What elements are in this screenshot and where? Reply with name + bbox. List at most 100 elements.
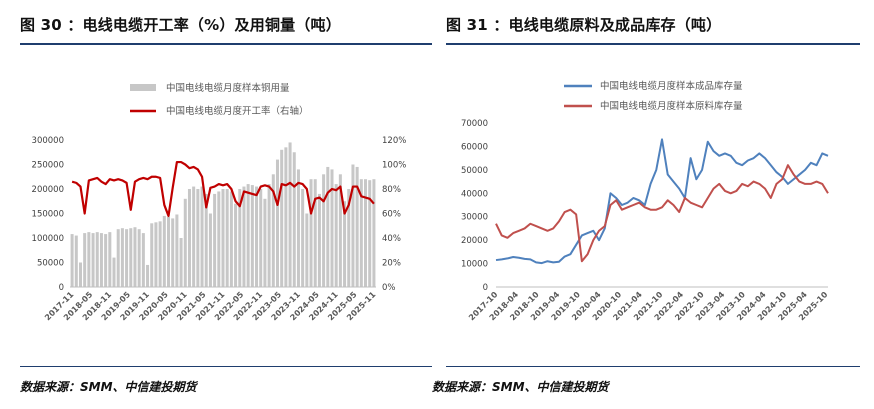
copper-usage-bar: [288, 142, 292, 287]
y-tick-label: 0: [483, 283, 488, 293]
copper-usage-bar: [280, 149, 284, 287]
copper-usage-bar: [217, 191, 221, 287]
copper-usage-bar: [347, 189, 351, 287]
copper-usage-bar: [141, 233, 145, 287]
copper-usage-bar: [104, 234, 108, 287]
copper-usage-bar: [167, 216, 171, 287]
copper-usage-bar: [301, 189, 305, 287]
legend-bar-label: 中国电线电缆月度样本铜用量: [166, 82, 290, 94]
y-left-tick-label: 300000: [32, 136, 64, 146]
copper-usage-bar: [229, 191, 233, 287]
copper-usage-bar: [116, 229, 120, 287]
operating-rate-line: [71, 160, 375, 218]
copper-usage-bar: [246, 184, 250, 287]
figure-31-source: 数据来源：SMM、中信建投期货: [432, 380, 609, 394]
copper-usage-bar: [267, 184, 271, 287]
copper-usage-bar: [183, 198, 187, 287]
y-right-tick-label: 20%: [382, 259, 401, 269]
copper-usage-bar: [330, 169, 334, 287]
y-left-tick-label: 250000: [32, 161, 64, 171]
copper-usage-bar: [338, 174, 342, 287]
copper-usage-bar: [284, 147, 288, 287]
copper-usage-bar: [70, 234, 74, 287]
copper-usage-bar: [129, 228, 133, 287]
bottom-rule-left: [20, 366, 432, 367]
copper-usage-bar: [133, 227, 137, 287]
copper-usage-bar: [326, 166, 330, 287]
y-tick-label: 10000: [461, 260, 488, 270]
copper-usage-bar: [292, 152, 296, 287]
copper-usage-bar: [78, 262, 82, 287]
copper-usage-bar: [355, 166, 359, 287]
copper-usage-bar: [87, 232, 91, 287]
copper-usage-bar: [158, 221, 162, 287]
copper-usage-bar: [112, 257, 116, 287]
y-tick-label: 70000: [461, 119, 488, 129]
copper-usage-bar: [372, 179, 376, 287]
copper-usage-bar: [74, 235, 78, 287]
legend-raw-label: 中国电线电缆月度样本原料库存量: [600, 100, 743, 112]
y-left-tick-label: 50000: [37, 259, 64, 269]
copper-usage-bar: [192, 186, 196, 287]
copper-usage-bar: [120, 228, 124, 287]
top-rule-right: [446, 43, 860, 45]
y-right-tick-label: 80%: [382, 185, 401, 195]
y-right-tick-label: 60%: [382, 210, 401, 220]
raw-inventory-line: [495, 164, 829, 263]
y-left-tick-label: 0: [59, 283, 64, 293]
copper-usage-bar: [221, 189, 225, 287]
copper-usage-bar: [99, 233, 103, 287]
y-right-tick-label: 100%: [382, 161, 406, 171]
copper-usage-bar: [204, 193, 208, 287]
copper-usage-bar: [187, 189, 191, 287]
copper-usage-bar: [213, 193, 217, 287]
copper-usage-bar: [83, 233, 87, 287]
y-left-tick-label: 150000: [32, 210, 64, 220]
figure-30-source: 数据来源：SMM、中信建投期货: [20, 380, 197, 394]
copper-usage-bar: [296, 169, 300, 287]
copper-usage-bar: [309, 179, 313, 287]
copper-usage-bar: [200, 186, 204, 287]
y-tick-label: 30000: [461, 213, 488, 223]
copper-usage-bar: [250, 185, 254, 287]
y-tick-label: 20000: [461, 236, 488, 246]
copper-usage-bar: [259, 189, 263, 287]
copper-usage-bar: [334, 184, 338, 287]
copper-usage-bar: [146, 264, 150, 287]
copper-usage-bar: [108, 232, 112, 287]
copper-usage-bar: [179, 238, 183, 287]
top-rule-left: [20, 43, 432, 45]
copper-usage-bar: [95, 232, 99, 287]
copper-usage-bar: [364, 179, 368, 287]
copper-usage-bar: [359, 179, 363, 287]
copper-usage-bar: [317, 193, 321, 287]
copper-usage-bar: [313, 179, 317, 287]
copper-usage-bar: [242, 186, 246, 287]
y-tick-label: 50000: [461, 166, 488, 176]
figure-31-title: 图 31 ：电线电缆原料及成品库存（吨）: [446, 16, 722, 34]
copper-usage-bar: [255, 186, 259, 287]
legend-finished-label: 中国电线电缆月度样本成品库存量: [600, 80, 743, 92]
copper-usage-bar: [275, 159, 279, 287]
copper-usage-bar: [150, 223, 154, 287]
y-left-tick-label: 200000: [32, 185, 64, 195]
copper-usage-bar: [322, 174, 326, 287]
copper-usage-bar: [91, 233, 95, 287]
copper-usage-bar: [154, 222, 158, 287]
copper-usage-bar: [368, 180, 372, 287]
y-right-tick-label: 0%: [382, 283, 396, 293]
copper-usage-bar: [234, 203, 238, 287]
legend-bar-swatch: [130, 84, 156, 91]
copper-usage-bar: [238, 189, 242, 287]
y-tick-label: 40000: [461, 189, 488, 199]
legend-line-label: 中国电线电缆月度开工率（右轴）: [166, 105, 309, 117]
copper-usage-bar: [351, 164, 355, 287]
copper-usage-bar: [305, 213, 309, 287]
copper-usage-bar: [196, 189, 200, 287]
copper-usage-bar: [225, 189, 229, 287]
copper-usage-bar: [125, 229, 129, 287]
copper-usage-bar: [137, 229, 141, 287]
